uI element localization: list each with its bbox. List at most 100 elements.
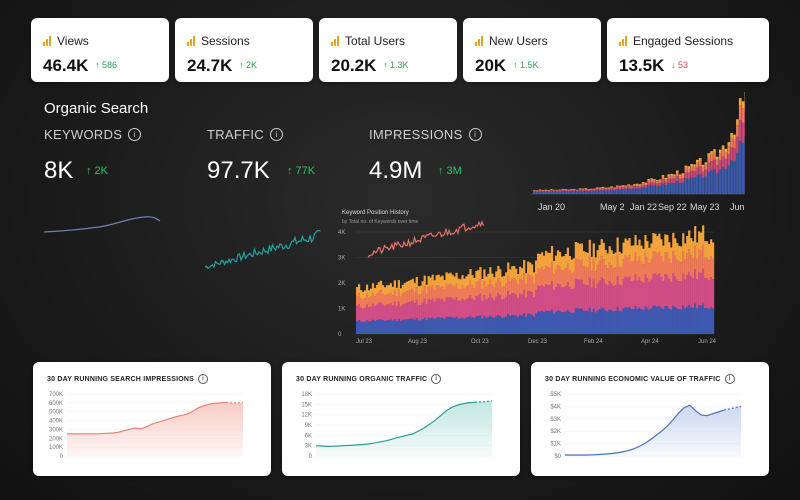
stacked-area-segment	[443, 301, 446, 319]
stacked-area-segment	[710, 256, 713, 278]
stacked-area-segment	[568, 255, 571, 271]
stacked-area-segment	[538, 286, 542, 312]
stacked-bar-segment	[741, 101, 745, 109]
stacked-bar-segment	[724, 152, 728, 160]
stacked-area-segment	[692, 308, 695, 334]
kpi-title: Sessions	[187, 34, 250, 48]
stacked-bar-segment	[573, 190, 576, 192]
stacked-area-segment	[529, 262, 532, 276]
stacked-area-segment	[437, 285, 440, 299]
stacked-area-segment	[570, 313, 573, 334]
stacked-area-segment	[610, 310, 613, 334]
stacked-area-segment	[441, 275, 444, 287]
stacked-bar-segment	[544, 191, 547, 194]
info-icon[interactable]: i	[198, 374, 209, 384]
y-tick-label: 3K	[305, 444, 312, 450]
y-tick-label: $1K	[550, 442, 561, 448]
stacked-area-segment	[399, 288, 402, 297]
series-line	[315, 401, 476, 448]
stacked-bar-segment	[615, 187, 619, 190]
stacked-area-segment	[395, 321, 398, 334]
impressions-value: 4.9M	[369, 157, 423, 184]
stacked-area-segment	[674, 307, 677, 334]
stacked-area-segment	[704, 257, 707, 279]
x-tick-label: Jun 24	[698, 339, 716, 345]
stacked-bar-segment	[564, 190, 568, 192]
stacked-area-segment	[389, 303, 392, 320]
stacked-area-segment	[644, 306, 647, 334]
stacked-area-segment	[435, 298, 438, 318]
stacked-area-segment	[511, 266, 514, 279]
stacked-bar-segment	[678, 183, 682, 194]
info-icon[interactable]: i	[724, 374, 735, 384]
impressions-card: 30 DAY RUNNING SEARCH IMPRESSIONS i 700K 6…	[33, 362, 271, 476]
stacked-area-segment	[487, 297, 490, 318]
stacked-area-segment	[628, 238, 631, 256]
stacked-area-segment	[363, 298, 367, 308]
stacked-bar-segment	[681, 173, 685, 175]
stacked-bar-segment	[661, 176, 665, 180]
stacked-area-segment	[646, 307, 649, 334]
stacked-area-segment	[688, 271, 691, 306]
stacked-area-segment	[632, 309, 635, 334]
stacked-area-segment	[696, 279, 699, 309]
stacked-area-segment	[459, 279, 462, 290]
stacked-area-segment	[437, 274, 440, 286]
impressions-label: IMPRESSIONS i	[369, 127, 482, 142]
stacked-area-segment	[652, 273, 655, 306]
kpi-card-sessions[interactable]: Sessions 24.7K ↑ 2K	[175, 18, 313, 82]
stacked-bar-segment	[733, 148, 736, 162]
stacked-area-segment	[572, 312, 575, 334]
info-icon[interactable]: i	[128, 128, 142, 141]
stacked-bar-segment	[727, 165, 731, 194]
stacked-bar-segment	[658, 186, 662, 194]
info-icon[interactable]: i	[269, 128, 283, 141]
stacked-area-segment	[624, 255, 627, 277]
stacked-bar-segment	[618, 187, 622, 190]
stacked-bar-segment	[538, 190, 542, 192]
stacked-area-segment	[702, 225, 705, 245]
stacked-area-segment	[491, 273, 494, 285]
kpi-card-engaged-sessions[interactable]: Engaged Sessions 13.5K ↓ 53	[607, 18, 769, 82]
stacked-area-segment	[620, 285, 623, 312]
stacked-area-segment	[690, 307, 693, 334]
stacked-bar-segment	[656, 180, 659, 182]
stacked-area-segment	[658, 305, 661, 334]
stacked-area-segment	[576, 259, 579, 280]
stacked-area-segment	[483, 269, 486, 282]
stacked-bar-segment	[698, 161, 702, 167]
stacked-bar-segment	[696, 162, 699, 168]
kpi-card-new-users[interactable]: New Users 20K ↑ 1.5K	[463, 18, 601, 82]
stacked-area-segment	[465, 276, 468, 287]
info-icon[interactable]: i	[468, 128, 482, 141]
stacked-bar-segment	[736, 125, 739, 137]
stacked-area-segment	[646, 278, 649, 308]
area-fill	[67, 402, 243, 456]
kpi-card-total-users[interactable]: Total Users 20.2K ↑ 1.3K	[319, 18, 457, 82]
stacked-area-segment	[564, 311, 568, 334]
stacked-area-segment	[495, 316, 498, 334]
stacked-area-segment	[527, 261, 530, 275]
stacked-area-segment	[564, 285, 568, 312]
stacked-area-segment	[550, 281, 554, 310]
stacked-bar-segment	[661, 179, 665, 184]
info-icon[interactable]: i	[431, 374, 442, 384]
stacked-area-segment	[666, 252, 669, 275]
stacked-area-segment	[463, 318, 466, 334]
stacked-bar-segment	[578, 188, 582, 190]
stacked-area-segment	[558, 311, 562, 334]
stacked-area-segment	[453, 276, 456, 287]
stacked-area-segment	[481, 301, 484, 319]
stacked-area-segment	[427, 317, 430, 334]
kpi-card-views[interactable]: Views 46.4K ↑ 586	[31, 18, 169, 82]
stacked-area-segment	[461, 275, 464, 286]
stacked-area-segment	[487, 273, 490, 285]
stacked-area-segment	[533, 297, 536, 317]
stacked-area-segment	[684, 308, 687, 334]
stacked-area-segment	[407, 280, 410, 291]
stacked-bar-segment	[698, 158, 702, 161]
sparkline-path	[205, 229, 321, 270]
stacked-area-segment	[415, 299, 418, 319]
y-tick-label: 2K	[338, 281, 345, 287]
stacked-area-segment	[417, 320, 420, 334]
